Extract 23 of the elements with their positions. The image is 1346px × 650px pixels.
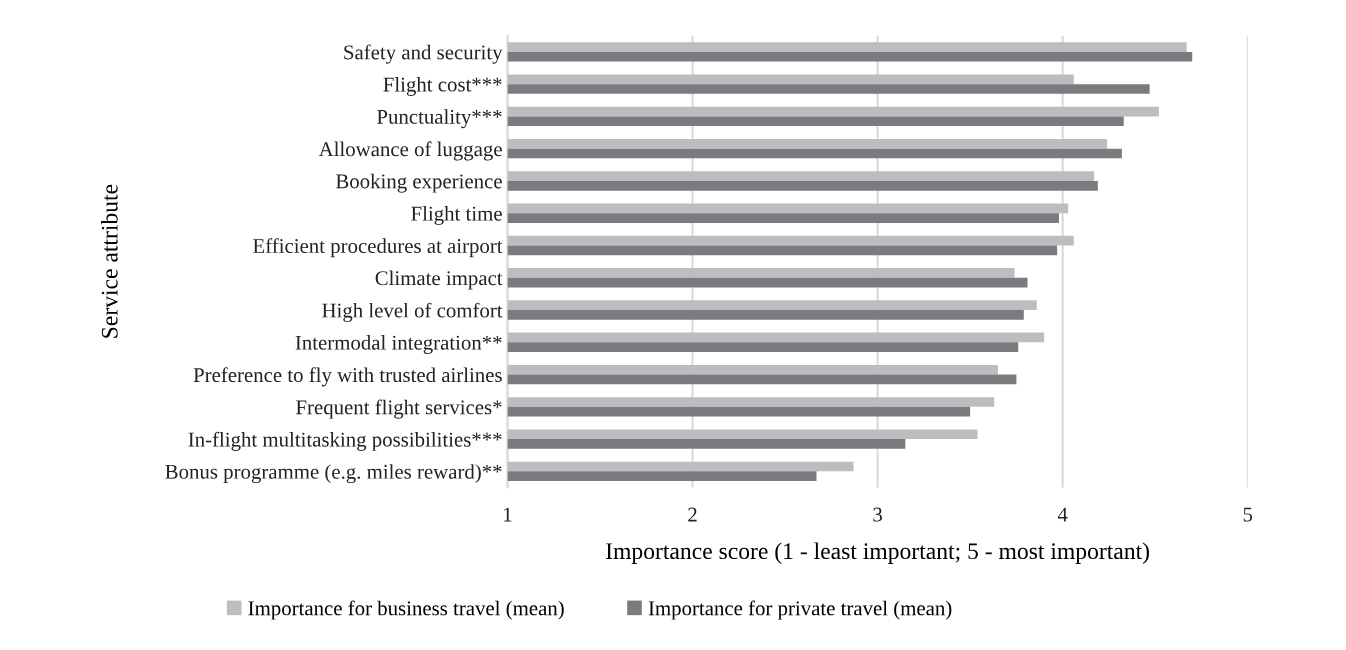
y-tick-label: Intermodal integration** <box>295 335 502 355</box>
legend-label: Importance for business travel (mean) <box>248 600 564 620</box>
y-axis-title: Service attribute <box>101 184 118 338</box>
y-tick-label: Preference to fly with trusted airlines <box>193 367 502 387</box>
y-tick-label: Climate impact <box>375 270 503 290</box>
y-tick-label: Flight cost*** <box>383 76 502 96</box>
x-tick-label: 5 <box>1243 507 1253 522</box>
x-tick-label: 2 <box>688 507 697 522</box>
y-tick-label: Frequent flight services* <box>296 399 502 419</box>
y-tick-label: Allowance of luggage <box>318 141 502 161</box>
y-tick-label: Booking experience <box>335 173 502 193</box>
y-tick-label: Punctuality*** <box>377 109 502 129</box>
y-tick-label: Bonus programme (e.g. miles reward)** <box>165 464 502 484</box>
x-tick-label: 3 <box>873 507 882 522</box>
y-tick-label: Efficient procedures at airport <box>253 238 503 258</box>
x-axis-title: Importance score (1 - least important; 5 - most important) <box>606 542 1149 564</box>
x-tick-label: 1 <box>504 507 512 522</box>
y-tick-label: In-flight multitasking possibilities*** <box>188 431 502 451</box>
y-tick-label: Flight time <box>411 206 502 225</box>
x-tick-label: 4 <box>1057 507 1068 522</box>
y-tick-label: Safety and security <box>344 44 503 64</box>
legend-label: Importance for private travel (mean) <box>648 600 952 620</box>
y-tick-label: High level of comfort <box>322 302 503 322</box>
